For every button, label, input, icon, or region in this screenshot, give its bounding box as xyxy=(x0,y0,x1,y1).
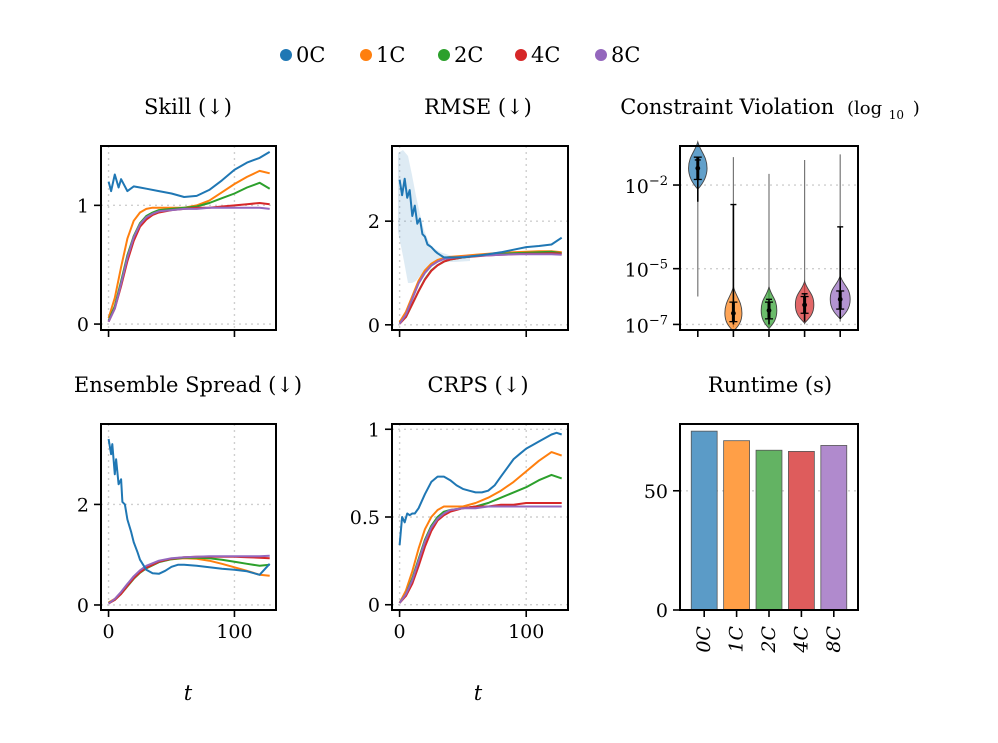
spread-title: Ensemble Spread (↓) xyxy=(74,373,302,397)
skill-series xyxy=(107,151,271,323)
rmse-line-0c xyxy=(398,177,563,259)
runtime-bar-0c xyxy=(690,430,718,611)
legend-marker-8c xyxy=(595,49,607,61)
crps-line-4c xyxy=(398,502,562,604)
rmse-title: RMSE (↓) xyxy=(424,95,532,119)
violation-axis: 10−2 10−5 10−7 xyxy=(625,174,842,337)
crps-line-1c xyxy=(398,451,563,604)
spread-series xyxy=(107,438,271,605)
crps-ytick-label-1: 0.5 xyxy=(350,507,380,529)
runtime-xtick-label-2c: 2C xyxy=(758,626,780,654)
rmse-ytick-label-1: 2 xyxy=(368,211,380,233)
skill-line-1c xyxy=(107,169,270,319)
spread-axis: 0 100 0 2 xyxy=(77,494,253,643)
legend-label-1c: 1C xyxy=(376,43,405,67)
runtime-ytick-label-0: 0 xyxy=(656,600,668,622)
legend-label-4c: 4C xyxy=(531,43,560,67)
spread-panel: Ensemble Spread (↓) 0 100 0 2 t xyxy=(74,373,302,705)
runtime-title: Runtime (s) xyxy=(708,373,832,397)
rmse-0c-uncertainty-band xyxy=(398,150,470,283)
legend-label-2c: 2C xyxy=(454,43,483,67)
runtime-bar-4c xyxy=(788,451,815,611)
violation-panel: Constraint Violation (log 10 ) 10−210−51… xyxy=(620,95,920,337)
runtime-ytick-label-1: 50 xyxy=(644,481,668,503)
skill-ytick-label-1: 1 xyxy=(77,195,89,217)
violin-median-2c xyxy=(766,308,772,313)
runtime-bars xyxy=(690,430,848,611)
crps-ytick-label-0: 0 xyxy=(368,595,380,617)
crps-series xyxy=(398,431,563,604)
violation-ytick-label-1: 10−5 xyxy=(625,258,668,282)
violin-median-4c xyxy=(802,302,807,308)
spread-ytick-label-0: 0 xyxy=(77,595,89,617)
crps-plot-frame xyxy=(391,423,569,611)
skill-axis: 01 xyxy=(77,195,236,337)
spread-line-0c xyxy=(107,438,271,576)
skill-grid xyxy=(101,146,276,330)
crps-ytick-label-2: 1 xyxy=(368,419,380,441)
spread-x-axis-label: t xyxy=(184,681,193,705)
rmse-panel: RMSE (↓) 02 xyxy=(368,95,569,337)
crps-panel: CRPS (↓) 0 100 0 0.5 1 t xyxy=(350,373,569,705)
legend-marker-4c xyxy=(515,49,527,61)
rmse-ytick-label-0: 0 xyxy=(368,315,380,337)
legend-marker-2c xyxy=(438,49,450,61)
spread-ytick-label-1: 2 xyxy=(77,494,89,516)
crps-axis: 0 100 0 0.5 1 xyxy=(350,419,545,643)
runtime-xtick-label-4c: 4C xyxy=(790,626,812,654)
spread-xtick-label-0: 0 xyxy=(103,621,115,643)
runtime-panel: Runtime (s) 0 50 0C 1C 2C 4C 8C xyxy=(644,373,859,654)
spread-xtick-label-1: 100 xyxy=(216,621,252,643)
crps-xtick-label-1: 100 xyxy=(508,621,544,643)
spread-line-8c xyxy=(108,554,270,605)
violation-ytick-label-2: 10−7 xyxy=(625,313,668,337)
legend: 0C 1C 2C 4C 8C xyxy=(280,43,640,67)
crps-line-0c xyxy=(398,431,563,546)
runtime-xtick-label-0c: 0C xyxy=(693,626,715,653)
violin-median-8c xyxy=(837,296,843,302)
violation-title-log: (log xyxy=(847,98,882,119)
legend-marker-0c xyxy=(280,49,292,61)
legend-label-8c: 8C xyxy=(611,43,640,67)
violation-title-close: ) xyxy=(913,98,920,119)
legend-marker-1c xyxy=(360,49,372,61)
rmse-plot-frame xyxy=(391,145,569,331)
crps-grid xyxy=(392,424,568,610)
crps-xtick-label-0: 0 xyxy=(394,621,406,643)
skill-line-8c xyxy=(107,206,270,323)
skill-line-0c xyxy=(107,151,271,198)
rmse-axis: 02 xyxy=(368,211,528,337)
rmse-grid xyxy=(392,146,568,330)
legend-label-0c: 0C xyxy=(296,43,325,67)
spread-grid xyxy=(101,424,276,610)
rmse-series xyxy=(398,177,563,325)
runtime-xtick-label-8c: 8C xyxy=(823,626,845,653)
violation-title-main: Constraint Violation xyxy=(620,95,834,119)
runtime-xtick-label-1c: 1C xyxy=(726,626,748,653)
spread-plot-frame xyxy=(100,423,277,611)
runtime-bar-2c xyxy=(755,449,783,611)
skill-panel: Skill (↓) 01 xyxy=(77,95,277,337)
violin-median-0c xyxy=(695,165,701,171)
runtime-bar-1c xyxy=(723,440,750,611)
violation-ytick-label-0: 10−2 xyxy=(625,174,668,198)
runtime-axis: 0 50 0C 1C 2C 4C 8C xyxy=(644,481,845,654)
crps-x-axis-label: t xyxy=(474,681,483,705)
crps-line-8c xyxy=(398,505,562,604)
violation-title-subscript: 10 xyxy=(889,108,904,122)
runtime-bar-8c xyxy=(820,445,848,611)
violation-violins xyxy=(688,140,851,333)
skill-plot-frame xyxy=(100,145,277,331)
crps-title: CRPS (↓) xyxy=(427,373,528,397)
skill-title: Skill (↓) xyxy=(144,95,232,119)
violation-title: Constraint Violation (log 10 ) xyxy=(620,95,920,124)
skill-ytick-label-0: 0 xyxy=(77,314,89,336)
violin-median-1c xyxy=(731,310,736,316)
